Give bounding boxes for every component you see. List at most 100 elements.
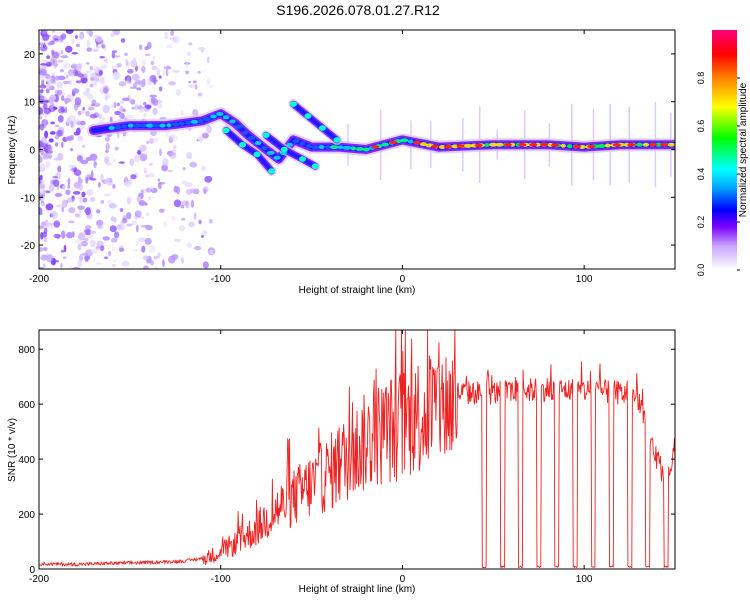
spectrogram-speck [45, 61, 52, 67]
spectrogram-speck [89, 230, 97, 234]
spectrogram-speck [65, 30, 74, 34]
ridge-core [166, 123, 172, 128]
branch-core [222, 127, 230, 134]
spectrogram-speck [90, 77, 95, 81]
colorbar-ticks: 0.0 0.2 0.4 0.6 0.8 [696, 72, 740, 276]
spectrogram-speck [114, 110, 122, 116]
spectrogram-speck [42, 263, 46, 267]
spectrogram-speck [60, 69, 64, 73]
spectrogram-speck [62, 184, 66, 191]
spectrogram-speck [42, 152, 50, 160]
spectrogram-speck [41, 79, 45, 86]
spectrogram-speck [61, 206, 65, 213]
spectrogram-speck [40, 89, 44, 94]
spectrogram-speck [105, 149, 109, 153]
spectrogram-speck [86, 30, 90, 35]
spectrogram-speck [62, 92, 65, 96]
spectrogram-speck [145, 104, 152, 110]
spectrogram-speck [39, 116, 43, 120]
spectrogram-speck [111, 244, 115, 251]
spectrogram-speck [165, 130, 170, 138]
ridge-core [185, 120, 191, 125]
spectrogram-speck [55, 204, 62, 208]
spectrogram-speck [40, 187, 46, 195]
spectrogram-speck [60, 249, 65, 253]
spectrogram-speck [145, 187, 152, 193]
spectrogram-speck [158, 75, 162, 79]
spectrogram-speck [45, 254, 54, 263]
ridge-core [438, 144, 446, 149]
spectrogram-speck [153, 77, 157, 85]
ridge-core [145, 123, 155, 128]
spectrogram-speck [89, 83, 94, 88]
spectrogram-y-ticks: -20 -10 0 10 20 [21, 50, 675, 252]
spectrogram-speck [97, 225, 103, 230]
x-tick-label: 0 [400, 274, 406, 285]
spectrogram-speck [208, 218, 213, 224]
ridge-core [222, 115, 230, 120]
spectrogram-speck [62, 80, 71, 84]
figure-title: S196.2026.078.01.27.R12 [276, 2, 440, 18]
spectrogram-speck [111, 65, 115, 71]
ridge-hot-spot [660, 142, 669, 147]
spectrogram-speck [60, 262, 63, 269]
spectrogram-speck [51, 260, 60, 263]
spectrogram-speck [39, 107, 44, 115]
spectrogram-speck [64, 106, 68, 114]
spectrogram-speck [206, 79, 211, 85]
ridge-body [224, 128, 274, 173]
spectrogram-speck [178, 225, 186, 232]
spectrogram-speck [186, 151, 193, 160]
spectrogram-speck [122, 108, 126, 113]
spectrogram-speck [113, 217, 117, 223]
colorbar-tick-label: 0.2 [696, 216, 706, 229]
spectrogram-speck [44, 130, 49, 139]
ridge-core [463, 143, 473, 148]
spectrogram-speck [75, 127, 81, 135]
spectrogram-speck [206, 56, 210, 64]
spectrogram-speck [157, 102, 163, 109]
spectrogram-speck [41, 136, 47, 144]
spectrogram-speck [61, 199, 68, 208]
ridge-core [247, 136, 256, 141]
spectrogram-speck [90, 248, 98, 254]
spectrogram-speck [125, 114, 134, 119]
spectrogram-speck [42, 33, 50, 41]
spectrogram-speck [77, 243, 82, 251]
spectrogram-speck [188, 84, 195, 88]
ridge-core [596, 143, 606, 148]
ridge-core [495, 142, 504, 147]
spectrogram-speck [119, 112, 125, 120]
spectrogram-speck [146, 140, 150, 144]
spectrogram-speck [95, 41, 99, 47]
ridge-core [286, 142, 293, 147]
spectrogram-speck [142, 265, 149, 269]
spectrogram-speck [74, 35, 78, 39]
spectrogram-speck [144, 53, 151, 57]
spectrogram-speck [57, 39, 65, 43]
spectrogram-speck [49, 131, 56, 135]
spectrogram-speck [202, 261, 209, 269]
ridge-core [197, 119, 204, 124]
spectrogram-speck [76, 121, 82, 125]
spectrogram-speck [40, 221, 46, 227]
spectrogram-speck [52, 179, 60, 187]
ridge-core [362, 147, 370, 152]
spectrogram-speck [57, 75, 66, 81]
spectrogram-speck [73, 169, 82, 177]
spectrogram-speck [134, 154, 141, 163]
spectrogram-speck [137, 105, 143, 110]
spectrogram-speck [69, 168, 74, 172]
ridge-core [229, 119, 236, 124]
spectrogram-speck [129, 86, 138, 90]
spectrogram-speck [149, 94, 157, 98]
spectrogram-speck [84, 228, 87, 233]
spectrogram-speck [71, 38, 75, 45]
ridge-hot-spot [649, 142, 658, 147]
ridge-core [407, 139, 414, 144]
spectrogram-speck [168, 152, 177, 160]
spectrogram-speck [194, 245, 202, 251]
snr-series-line [39, 330, 675, 569]
y-tick-label: 0 [29, 146, 35, 157]
